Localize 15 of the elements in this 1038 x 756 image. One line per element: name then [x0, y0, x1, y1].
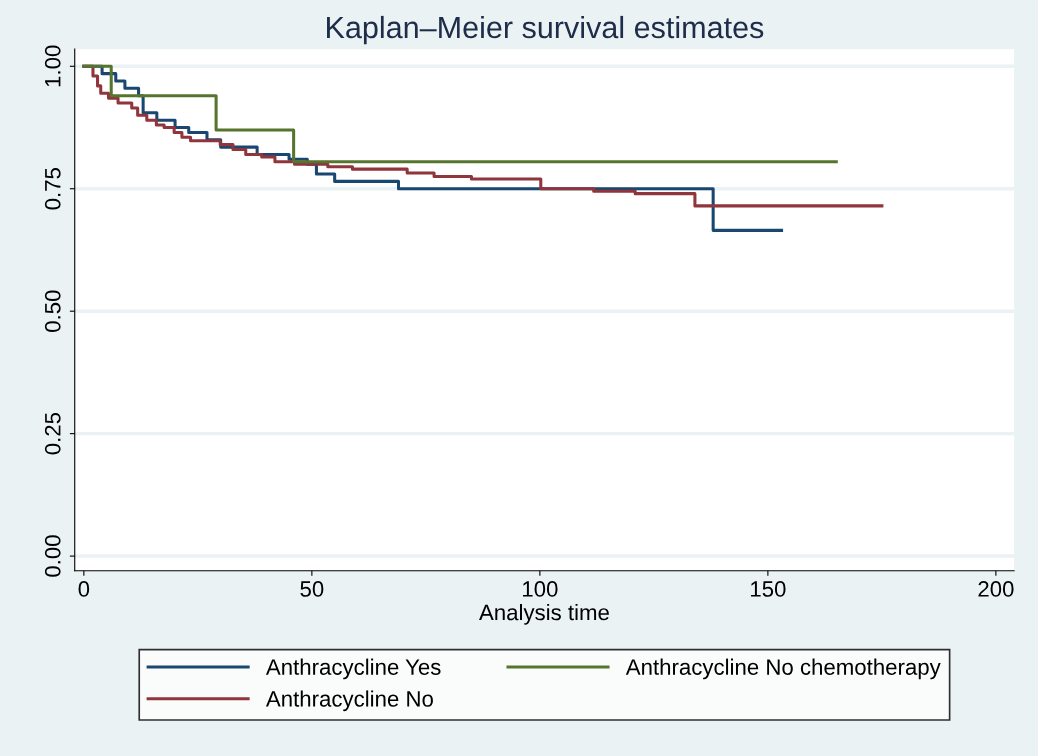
- x-tick-label: 100: [523, 581, 558, 597]
- x-axis-title: Analysis time: [479, 604, 609, 625]
- legend-label: Anthracycline No: [265, 690, 433, 712]
- legend-label: Anthracycline No chemotherapy: [625, 658, 941, 680]
- y-tick-label: 0.25: [44, 412, 61, 455]
- x-tick-label: 50: [300, 581, 324, 597]
- legend-label: Anthracycline Yes: [265, 658, 441, 680]
- x-tick-label: 0: [78, 581, 90, 597]
- y-tick-label: 1.00: [44, 45, 61, 87]
- x-tick-label: 200: [978, 581, 1014, 597]
- y-tick-label: 0.00: [44, 535, 61, 577]
- chart-title: Kaplan–Meier survival estimates: [327, 15, 764, 45]
- x-tick-label: 150: [751, 581, 786, 597]
- y-tick-label: 0.75: [44, 168, 61, 210]
- y-tick-label: 0.50: [44, 290, 61, 332]
